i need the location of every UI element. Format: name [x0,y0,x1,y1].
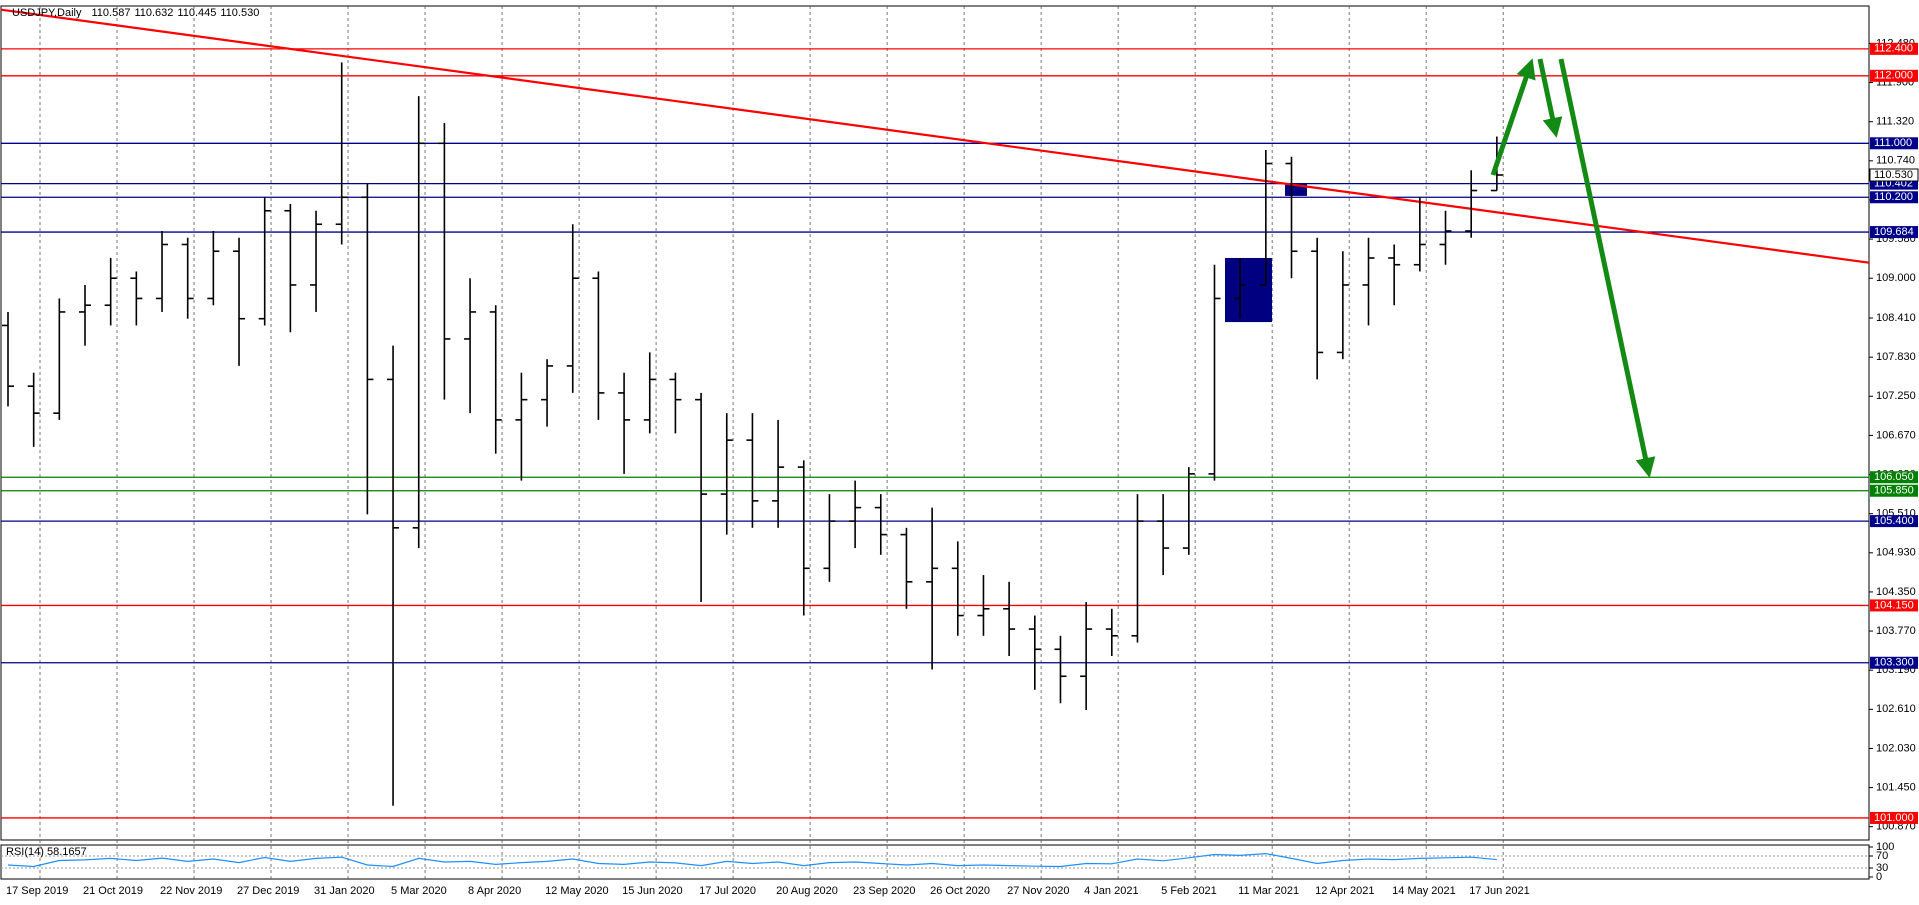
rsi-line [7,852,1497,868]
level-label-box [1870,515,1918,528]
x-tick-label: 17 Jul 2020 [699,885,756,897]
x-tick-label: 23 Sep 2020 [853,885,915,897]
x-tick-label: 5 Mar 2020 [391,885,447,897]
current-price-box [1869,168,1919,182]
level-label: 110.200 [1874,191,1913,203]
quote-value: 110.587 [92,7,131,19]
y-tick-label: 107.250 [1876,390,1916,402]
level-label-box [1870,226,1918,239]
zone [1225,257,1272,323]
y-tick-label: 103.770 [1876,625,1916,637]
x-tick-label: 27 Nov 2020 [1007,885,1069,897]
level-label-box [1870,656,1918,669]
x-tick-label: 21 Oct 2019 [83,885,143,897]
y-tick-label: 106.670 [1876,429,1916,441]
level-label: 112.000 [1874,70,1913,82]
y-tick-label: 107.830 [1876,351,1916,363]
quote-value: 110.445 [177,7,216,19]
quote-value: 110.632 [134,7,173,19]
x-tick-label: 26 Oct 2020 [930,885,990,897]
rsi-frame [0,844,1870,880]
quote-value: 110.530 [220,7,259,19]
level-label-box [1870,599,1918,612]
y-tick-label: 101.450 [1876,781,1916,793]
level-label: 109.684 [1874,226,1914,238]
plot-frame [0,5,1870,841]
rsi-tick-label: 0 [1876,871,1882,883]
level-label: 105.400 [1874,515,1914,527]
y-tick-label: 108.410 [1876,312,1916,324]
x-tick-label: 31 Jan 2020 [314,885,375,897]
level-label-box [1870,471,1918,484]
x-tick-label: 12 Apr 2021 [1315,885,1374,897]
chart-header: USDJPY,Daily 110.587 110.632 110.445 110.530 [12,7,259,19]
x-tick-label: 27 Dec 2019 [237,885,299,897]
level-label: 104.150 [1874,599,1914,611]
x-tick-label: 14 May 2021 [1392,885,1456,897]
level-label: 111.000 [1874,137,1912,149]
level-label: 112.400 [1874,43,1913,55]
level-label-box [1870,811,1918,824]
forecast-arrows [1490,58,1656,478]
arrow [1537,58,1563,138]
y-tick-label: 110.740 [1876,155,1915,167]
x-tick-label: 17 Jun 2021 [1469,885,1530,897]
trendline [0,8,1870,264]
x-tick-label: 15 Jun 2020 [622,885,683,897]
x-tick-label: 17 Sep 2019 [6,885,68,897]
level-label-box [1870,137,1918,150]
y-tick-label: 102.610 [1876,703,1916,715]
y-tick-label: 111.320 [1876,116,1914,128]
x-tick-label: 11 Mar 2021 [1238,885,1299,897]
level-label-box [1870,484,1918,497]
level-label: 106.050 [1874,471,1914,483]
rsi-label: RSI(14) 58.1657 [6,846,87,858]
level-label: 101.000 [1874,812,1914,824]
x-tick-label: 22 Nov 2019 [160,885,222,897]
level-label: 105.850 [1874,485,1914,497]
x-tick-label: 5 Feb 2021 [1161,885,1217,897]
x-tick-label: 4 Jan 2021 [1084,885,1138,897]
level-label: 103.300 [1874,657,1914,669]
y-tick-label: 102.030 [1876,742,1916,754]
symbol: USDJPY,Daily [12,7,82,19]
rsi-tick-label: 100 [1876,841,1894,853]
x-tick-label: 8 Apr 2020 [468,885,521,897]
rsi-tick-label: 70 [1876,850,1888,862]
arrow [1490,58,1536,176]
level-label-box [1870,69,1918,82]
arrow [1558,58,1656,478]
y-tick-label: 104.350 [1876,586,1916,598]
current-price-label: 110.530 [1874,169,1913,181]
level-label-box [1870,191,1918,204]
x-tick-label: 12 May 2020 [545,885,609,897]
y-tick-label: 109.000 [1876,272,1916,284]
rsi-tick-label: 30 [1876,862,1888,874]
level-label-box [1870,42,1918,55]
y-tick-label: 104.930 [1876,547,1916,559]
x-tick-label: 20 Aug 2020 [776,885,838,897]
